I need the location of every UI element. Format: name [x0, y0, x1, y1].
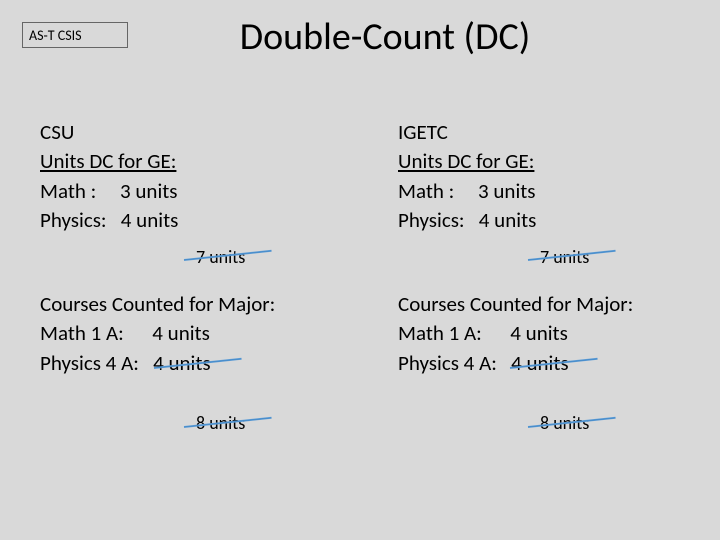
- igetc-ge-block: IGETC Units DC for GE: Math : 3 units Ph…: [398, 118, 536, 236]
- csu-ge-block: CSU Units DC for GE: Math : 3 units Phys…: [40, 118, 178, 236]
- ge-line: Math : 3 units: [40, 177, 178, 206]
- major-line: Physics 4 A: 4 units: [398, 349, 633, 378]
- ge-line: Math : 3 units: [398, 177, 536, 206]
- major-label: Courses Counted for Major:: [398, 290, 633, 319]
- col-heading: CSU: [40, 118, 178, 147]
- major-line: Math 1 A: 4 units: [40, 319, 275, 348]
- major-line: Math 1 A: 4 units: [398, 319, 633, 348]
- ge-label: Units DC for GE:: [398, 147, 536, 176]
- igetc-major-block: Courses Counted for Major: Math 1 A: 4 u…: [398, 290, 633, 378]
- major-line: Physics 4 A: 4 units: [40, 349, 275, 378]
- csu-major-block: Courses Counted for Major: Math 1 A: 4 u…: [40, 290, 275, 378]
- ge-line: Physics: 4 units: [398, 206, 536, 235]
- col-heading: IGETC: [398, 118, 536, 147]
- page-title: Double-Count (DC): [0, 14, 720, 60]
- ge-label: Units DC for GE:: [40, 147, 178, 176]
- major-label: Courses Counted for Major:: [40, 290, 275, 319]
- ge-line: Physics: 4 units: [40, 206, 178, 235]
